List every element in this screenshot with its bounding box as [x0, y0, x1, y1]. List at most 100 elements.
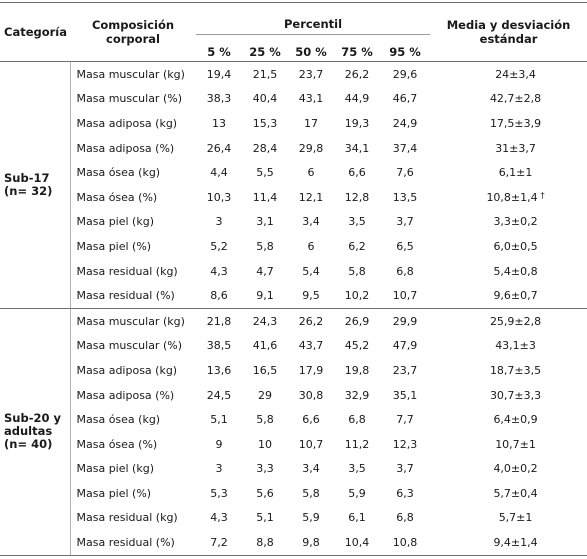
header-percentil: Percentil: [196, 2, 431, 35]
category-cell: Sub-17 (n= 32): [0, 61, 70, 309]
percentile-cell: 6,8: [348, 413, 366, 427]
percentile-cell: 19,3: [344, 116, 370, 130]
percentile-cell: 12,3: [392, 437, 418, 451]
percentile-cell: 21,8: [206, 314, 232, 328]
composition-cell: Masa adiposa (kg): [69, 111, 196, 136]
percentile-cell: 28,4: [252, 141, 278, 155]
percentile-cell: 11,4: [252, 190, 278, 204]
percentile-cell: 47,9: [392, 339, 418, 353]
percentile-cell: 8,6: [196, 283, 242, 309]
composition-cell: Masa piel (%): [69, 234, 196, 259]
percentile-cell: 10,8: [380, 530, 431, 556]
percentile-cell: 6: [307, 239, 315, 253]
percentile-cell: 29: [258, 388, 272, 402]
percentile-cell: 6,8: [396, 511, 414, 525]
header-composicion: Composición corporal: [70, 2, 196, 62]
percentile-cell: 26,9: [344, 314, 370, 328]
percentile-cell: 10,4: [334, 530, 380, 556]
percentile-cell: 5,8: [256, 239, 274, 253]
mean-sd-cell: 5,4±0,8: [430, 259, 587, 284]
percentile-cell: 10,7: [298, 437, 324, 451]
percentile-cell: 10,3: [206, 190, 232, 204]
composition-cell: Masa muscular (%): [69, 86, 196, 112]
table-row: Masa adiposa (%) 24,5 29 30,8 32,9 35,1 30,7±3…: [0, 382, 587, 408]
mean-sd-value: 42,7±2,8: [489, 92, 542, 106]
composition-cell: Masa muscular (kg): [69, 61, 196, 87]
mean-sd-cell: 10,7±1: [430, 432, 587, 457]
percentile-cell: 40,4: [252, 92, 278, 106]
mean-sd-cell: 3,3±0,2: [430, 210, 587, 235]
mean-sd-value: 30,7±3,3: [489, 388, 542, 402]
percentile-cell: 5,8: [302, 486, 320, 500]
percentile-cell: 5,8: [256, 413, 274, 427]
percentile-cell: 41,6: [252, 339, 278, 353]
percentile-cell: 3,5: [348, 462, 366, 476]
percentile-cell: 10,7: [380, 283, 431, 309]
percentile-cell: 45,2: [344, 339, 370, 353]
mean-sd-cell: 18,7±3,5: [430, 358, 587, 383]
mean-sd-value: 18,7±3,5: [489, 363, 542, 377]
percentile-cell: 43,7: [298, 339, 324, 353]
table-row: Masa piel (%) 5,3 5,6 5,8 5,9 6,3 5,7±0,4: [0, 481, 587, 506]
percentile-cell: 4,7: [256, 264, 274, 278]
table-row: Masa adiposa (kg) 13,6 16,5 17,9 19,8 23,7 18,…: [0, 358, 587, 383]
mean-sd-cell: 9,4±1,4: [430, 530, 587, 556]
composition-cell: Masa ósea (%): [69, 431, 196, 457]
percentile-cell: 3,3: [256, 462, 274, 476]
dagger-mark: †: [540, 190, 545, 200]
composition-cell: Masa adiposa (%): [69, 135, 196, 161]
header-p50: 50 %: [288, 34, 334, 62]
table-body: Sub-17 (n= 32) Masa muscular (kg) 19,4 21,5 2…: [0, 61, 587, 556]
table-row: Masa ósea (%) 9 10 10,7 11,2 12,3 10,7±1: [0, 431, 587, 457]
percentile-cell: 30,8: [298, 388, 324, 402]
category-cell: Sub-20 y adultas (n= 40): [0, 308, 70, 556]
percentile-cell: 6,6: [348, 166, 366, 180]
percentile-cell: 9: [215, 437, 223, 451]
percentile-cell: 44,9: [344, 92, 370, 106]
header-p75: 75 %: [334, 34, 380, 62]
percentile-cell: 17: [304, 116, 318, 130]
percentile-cell: 8,8: [242, 530, 288, 556]
category-label-line: Sub-17: [4, 170, 50, 185]
mean-sd-cell: 5,7±1: [430, 506, 587, 531]
percentile-cell: 6,2: [348, 239, 366, 253]
mean-sd-cell: 24±3,4: [430, 62, 587, 87]
percentile-cell: 34,1: [344, 141, 370, 155]
percentile-cell: 16,5: [252, 363, 278, 377]
composition-cell: Masa residual (kg): [69, 258, 196, 284]
percentile-cell: 19,8: [344, 363, 370, 377]
percentile-cell: 6,3: [396, 486, 414, 500]
percentile-cell: 13: [212, 116, 226, 130]
table-row: Masa adiposa (kg) 13 15,3 17 19,3 24,9 17,5±3,…: [0, 111, 587, 136]
percentile-cell: 5,5: [256, 166, 274, 180]
percentile-cell: 3,4: [302, 462, 320, 476]
percentile-cell: 5,3: [210, 486, 228, 500]
composition-cell: Masa piel (%): [69, 481, 196, 506]
table-row: Masa ósea (%) 10,3 11,4 12,1 12,8 13,5 10,8±1,…: [0, 184, 587, 210]
percentile-cell: 26,4: [206, 141, 232, 155]
percentile-cell: 7,2: [196, 530, 242, 556]
percentile-cell: 5,4: [302, 264, 320, 278]
percentile-cell: 15,3: [252, 116, 278, 130]
table-row: Masa piel (%) 5,2 5,8 6 6,2 6,5 6,0±0,5: [0, 234, 587, 259]
mean-sd-value: 10,8±1,4: [486, 190, 538, 204]
percentile-cell: 23,7: [392, 363, 418, 377]
percentile-cell: 3: [215, 215, 223, 229]
table-row: Sub-20 y adultas (n= 40) Masa muscular (kg)…: [0, 308, 587, 556]
mean-sd-value: 5,7±1: [498, 511, 533, 525]
table-row: Masa adiposa (%) 26,4 28,4 29,8 34,1 37,4 31±3…: [0, 135, 587, 161]
table-row: Masa residual (kg) 4,3 4,7 5,4 5,8 6,8 5,4±0,8: [0, 258, 587, 284]
percentile-cell: 17,9: [298, 363, 324, 377]
percentile-cell: 5,8: [348, 264, 366, 278]
mean-sd-value: 24±3,4: [495, 67, 536, 81]
percentile-cell: 24,5: [206, 388, 232, 402]
percentile-cell: 23,7: [298, 67, 324, 81]
percentile-cell: 26,2: [298, 314, 324, 328]
percentile-cell: 19,4: [206, 67, 232, 81]
percentile-cell: 9,1: [242, 283, 288, 309]
table-row: Masa muscular (%) 38,5 41,6 43,7 45,2 47,9 43,…: [0, 333, 587, 359]
percentile-cell: 38,3: [206, 92, 232, 106]
header-categoria: Categoría: [0, 2, 70, 62]
